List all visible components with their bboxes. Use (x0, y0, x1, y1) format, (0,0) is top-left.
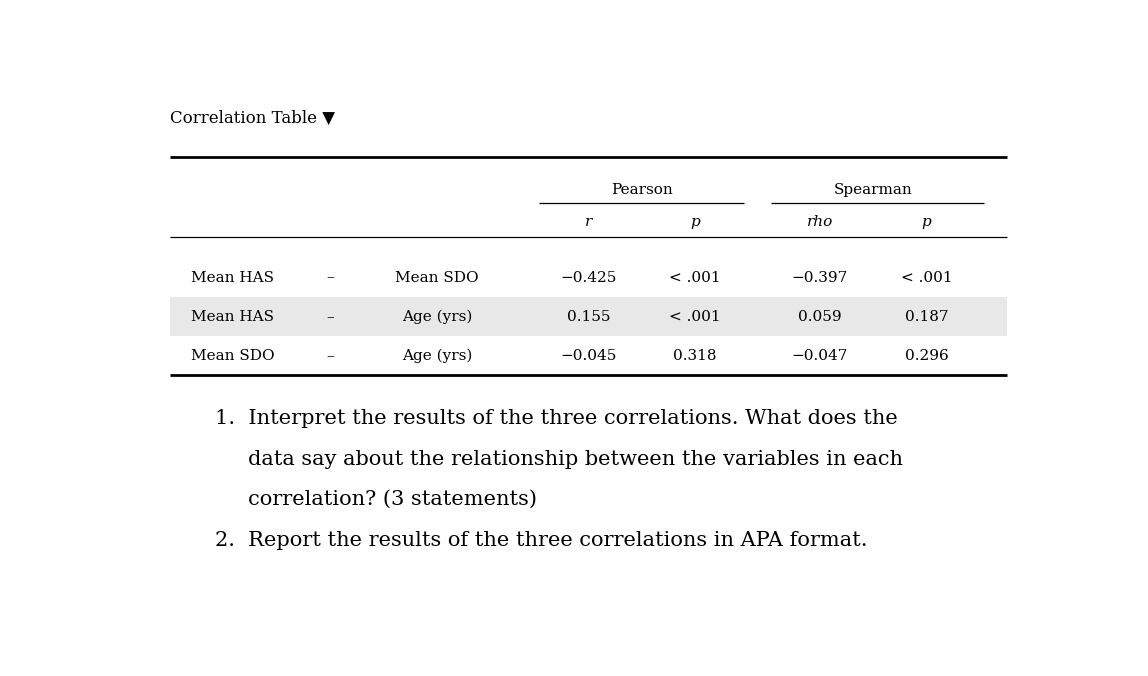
Text: 0.187: 0.187 (905, 310, 948, 324)
Text: –: – (326, 349, 334, 363)
Text: 1.  Interpret the results of the three correlations. What does the: 1. Interpret the results of the three co… (215, 409, 898, 428)
Text: rho: rho (807, 216, 832, 229)
Text: Age (yrs): Age (yrs) (402, 349, 472, 363)
Text: Mean SDO: Mean SDO (191, 349, 274, 363)
Text: −0.397: −0.397 (792, 270, 847, 285)
Text: −0.045: −0.045 (560, 349, 616, 363)
Text: 2.  Report the results of the three correlations in APA format.: 2. Report the results of the three corre… (215, 531, 867, 550)
Text: Mean HAS: Mean HAS (191, 310, 274, 324)
Text: −0.425: −0.425 (560, 270, 616, 285)
Text: Age (yrs): Age (yrs) (402, 310, 472, 324)
Text: Mean HAS: Mean HAS (191, 270, 274, 285)
Text: 0.155: 0.155 (567, 310, 610, 324)
Text: –: – (326, 270, 334, 285)
Text: r: r (584, 216, 592, 229)
Text: < .001: < .001 (669, 310, 721, 324)
Text: –: – (326, 310, 334, 324)
Text: −0.047: −0.047 (791, 349, 848, 363)
Text: 0.059: 0.059 (798, 310, 841, 324)
Text: < .001: < .001 (669, 270, 721, 285)
Text: 0.296: 0.296 (905, 349, 948, 363)
Bar (170, 297, 1007, 336)
Text: correlation? (3 statements): correlation? (3 statements) (215, 490, 536, 509)
Text: Pearson: Pearson (611, 183, 673, 197)
Text: Mean SDO: Mean SDO (395, 270, 479, 285)
Text: p: p (690, 216, 700, 229)
Text: Correlation Table ▼: Correlation Table ▼ (170, 110, 335, 126)
Text: Spearman: Spearman (833, 183, 913, 197)
Text: data say about the relationship between the variables in each: data say about the relationship between … (215, 450, 902, 468)
Text: 0.318: 0.318 (674, 349, 716, 363)
Text: < .001: < .001 (901, 270, 952, 285)
Text: p: p (922, 216, 931, 229)
